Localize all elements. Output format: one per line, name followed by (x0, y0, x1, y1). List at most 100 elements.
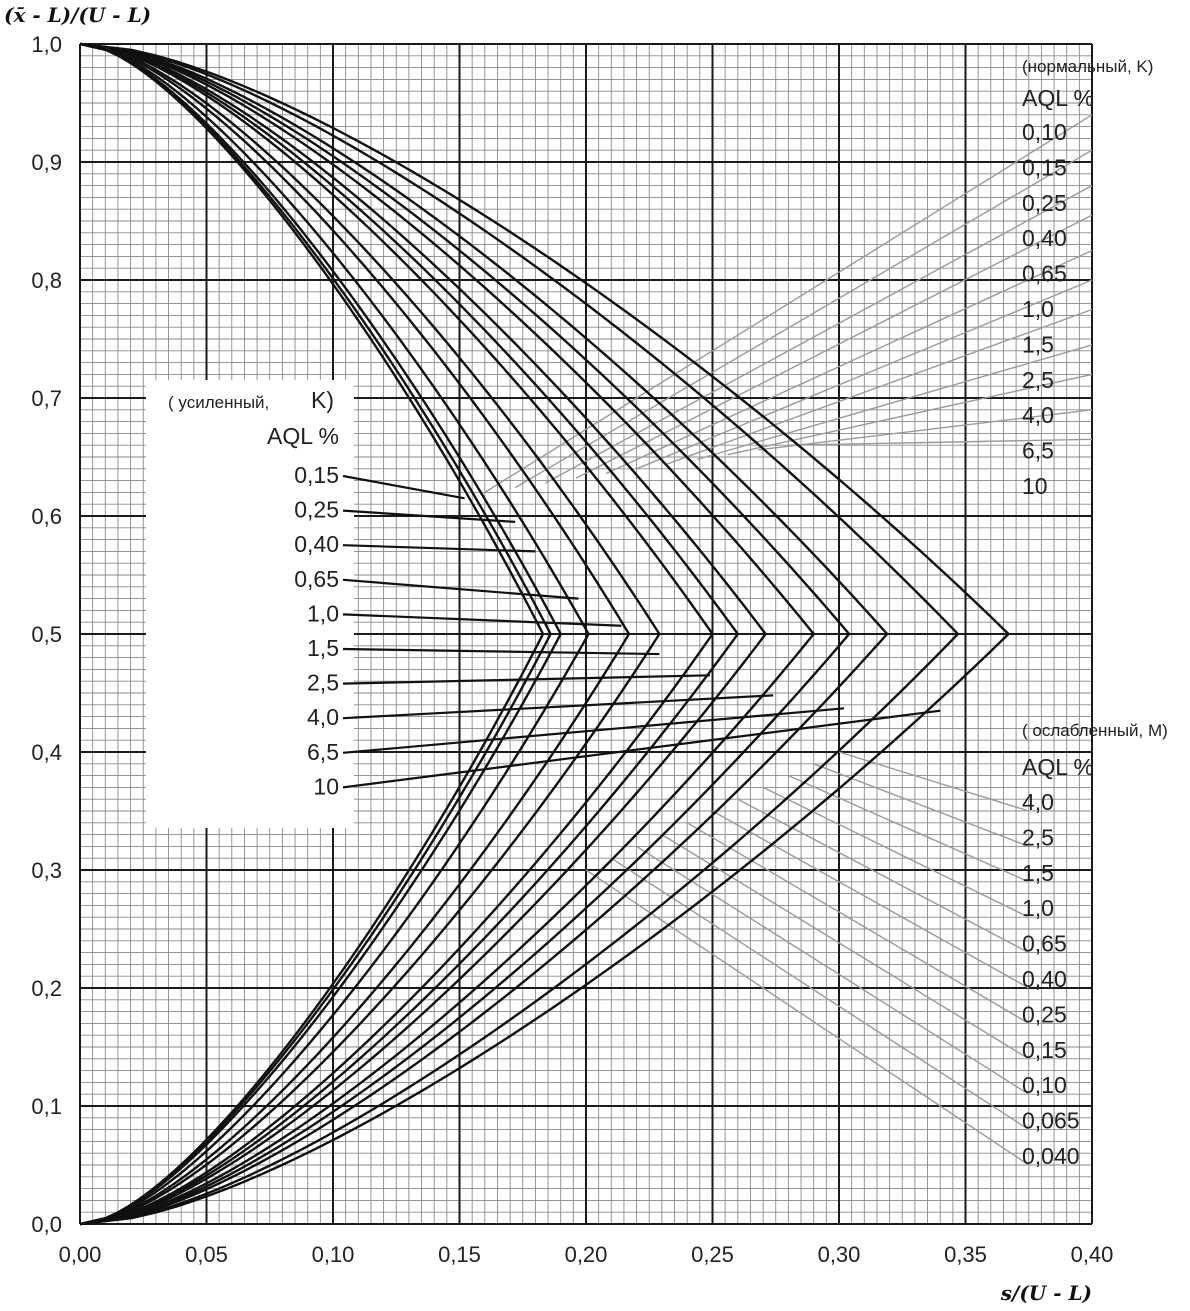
y-tick-label: 0,4 (31, 740, 62, 765)
legend-reduced-entry: 1,5 (1022, 860, 1054, 886)
legend-reduced-aql-title: AQL % (1022, 754, 1094, 780)
legend-reduced-entry: 4,0 (1022, 789, 1054, 815)
legend-reduced-entry: 0,15 (1022, 1037, 1067, 1063)
acceptance-curve (79, 42, 631, 1226)
x-tick-label: 0,35 (944, 1242, 987, 1267)
acceptance-curve (79, 42, 740, 1226)
guide-line-reduced (762, 786, 1030, 918)
legend-pointer-line (342, 709, 941, 789)
legend-normal-title: (нормальный, K) (1022, 57, 1153, 76)
legend-normal-entry: 0,15 (1022, 154, 1067, 180)
legend-reduced-entry: 0,25 (1022, 1001, 1067, 1027)
guide-line-reduced (636, 845, 1030, 1095)
legend-tightened-title: ( усиленный, (168, 393, 269, 412)
legend-tightened-aql-title: AQL % (267, 423, 339, 449)
legend-tightened-letter: K) (311, 387, 334, 413)
legend-tightened-entry: 10 (313, 773, 339, 799)
guide-line-reduced (610, 857, 1030, 1131)
legend-box-tightened (146, 380, 354, 828)
y-tick-label: 0,2 (31, 976, 62, 1001)
y-tick-label: 0,3 (31, 858, 62, 883)
guide-line-normal (514, 149, 1093, 489)
legend-pointer-line (342, 613, 622, 627)
legend-reduced-entry: 0,65 (1022, 931, 1067, 957)
guide-line-reduced (737, 798, 1030, 954)
guide-line-normal (666, 308, 1093, 465)
guide-line-reduced (585, 869, 1030, 1166)
legend-normal-entry: 0,10 (1022, 119, 1067, 145)
legend-tightened-entry: 0,40 (294, 531, 339, 557)
legend-reduced-entry: 0,10 (1022, 1072, 1067, 1098)
guide-line-normal (757, 409, 1093, 451)
acceptance-curve (79, 42, 590, 1226)
acceptance-curve (79, 42, 851, 1226)
legend-normal-entry: 0,40 (1022, 225, 1067, 251)
legend-reduced-entry: 2,5 (1022, 824, 1054, 850)
guide-line-reduced (712, 810, 1030, 989)
legend-pointer-line (342, 647, 660, 656)
legend-normal-entry: 6,5 (1022, 438, 1054, 464)
y-tick-label: 1,0 (31, 32, 62, 57)
legend-tightened-entry: 1,0 (307, 600, 339, 626)
guide-line-reduced (838, 751, 1029, 812)
y-tick-label: 0,1 (31, 1094, 62, 1119)
guide-line-normal (545, 184, 1093, 484)
acceptance-curve (79, 42, 1011, 1226)
guide-line-normal (697, 344, 1093, 461)
legend-normal-entry: 10 (1022, 473, 1048, 499)
legend-reduced-title: ( ослабленный, M) (1022, 721, 1168, 740)
x-tick-label: 0,00 (59, 1242, 102, 1267)
x-tick-label: 0,05 (185, 1242, 228, 1267)
acceptance-curve (79, 42, 552, 1226)
legend-pointer-line (342, 578, 579, 600)
x-axis-label: s/(U - L) (1000, 1281, 1092, 1305)
legend-pointers (342, 474, 941, 789)
guide-line-normal (788, 438, 1093, 446)
legend-tightened-entry: 0,25 (294, 497, 339, 523)
y-axis-label: (x̄ - L)/(U - L) (4, 3, 151, 27)
guide-line-reduced (661, 834, 1030, 1060)
legend-tightened-entry: 4,0 (307, 704, 339, 730)
x-tick-label: 0,25 (691, 1242, 734, 1267)
legend-normal: (нормальный, K) AQL % 0,10 0,15 0,25 0,40 0,… (1022, 57, 1153, 499)
acceptance-curve (79, 42, 889, 1226)
acceptance-curve (79, 42, 960, 1226)
y-tick-label: 0,7 (31, 386, 62, 411)
guide-line-normal (727, 373, 1093, 456)
acceptance-curve (79, 42, 563, 1226)
legend-reduced-entry: 0,065 (1022, 1108, 1080, 1134)
legend-normal-entry: 0,65 (1022, 261, 1067, 287)
y-tick-label: 0,5 (31, 622, 62, 647)
legend-pointer-line (342, 694, 774, 720)
legend-normal-aql-title: AQL % (1022, 85, 1094, 111)
acceptance-curve (79, 42, 816, 1226)
legend-tightened-entry: 0,65 (294, 566, 339, 592)
legend-pointer-line (342, 707, 845, 754)
y-tick-label: 0,0 (31, 1212, 62, 1237)
legend-tightened: ( усиленный, K) AQL % 0,15 0,25 0,40 0,65 1,… (168, 387, 339, 799)
legend-pointer-line (342, 509, 516, 523)
guide-line-normal (575, 214, 1093, 479)
legend-pointer-line (342, 544, 536, 553)
guide-line-normal (636, 279, 1093, 470)
acceptance-curve (79, 42, 661, 1226)
legend-reduced-entry: 0,40 (1022, 966, 1067, 992)
guide-line-reduced (686, 822, 1030, 1025)
guide-lines (484, 114, 1093, 1166)
acceptance-curves (79, 42, 1011, 1226)
legend-tightened-entry: 2,5 (307, 670, 339, 696)
legend-normal-entry: 4,0 (1022, 402, 1054, 428)
x-tick-label: 0,15 (438, 1242, 481, 1267)
y-tick-label: 0,6 (31, 504, 62, 529)
x-tick-label: 0,10 (312, 1242, 355, 1267)
y-tick-label: 0,8 (31, 268, 62, 293)
legend-tightened-entry: 0,15 (294, 462, 339, 488)
x-tick-label: 0,40 (1071, 1242, 1114, 1267)
guide-line-reduced (788, 774, 1030, 883)
legend-tightened-entry: 1,5 (307, 635, 339, 661)
guide-line-normal (605, 249, 1093, 475)
acceptance-curve (79, 42, 545, 1226)
legend-reduced-entry: 0,040 (1022, 1143, 1080, 1169)
x-tick-label: 0,30 (818, 1242, 861, 1267)
